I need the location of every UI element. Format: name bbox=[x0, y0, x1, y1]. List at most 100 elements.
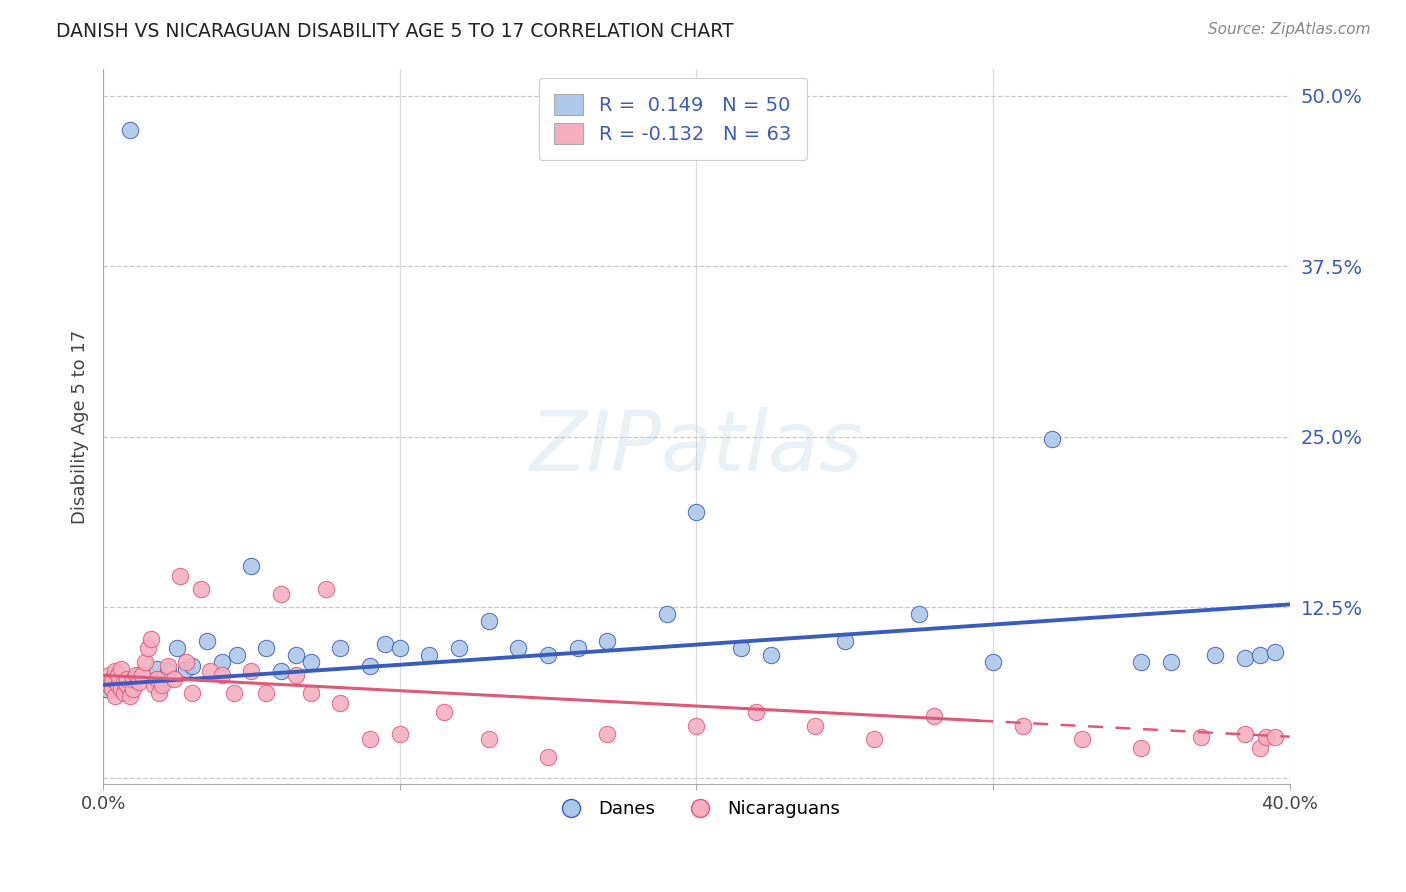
Point bbox=[134, 655, 156, 669]
Point bbox=[270, 665, 292, 679]
Point bbox=[1160, 655, 1182, 669]
Point bbox=[655, 607, 678, 621]
Point bbox=[1234, 727, 1257, 741]
Point bbox=[908, 607, 931, 621]
Point bbox=[152, 678, 174, 692]
Point bbox=[374, 637, 396, 651]
Point bbox=[145, 661, 167, 675]
Point bbox=[478, 614, 501, 628]
Text: Source: ZipAtlas.com: Source: ZipAtlas.com bbox=[1208, 22, 1371, 37]
Point bbox=[136, 641, 159, 656]
Point bbox=[254, 641, 277, 656]
Point bbox=[101, 675, 124, 690]
Point bbox=[449, 641, 471, 656]
Point bbox=[104, 689, 127, 703]
Point bbox=[107, 673, 129, 687]
Point bbox=[148, 686, 170, 700]
Point bbox=[190, 582, 212, 597]
Point bbox=[115, 673, 138, 687]
Text: DANISH VS NICARAGUAN DISABILITY AGE 5 TO 17 CORRELATION CHART: DANISH VS NICARAGUAN DISABILITY AGE 5 TO… bbox=[56, 22, 734, 41]
Point bbox=[94, 681, 117, 696]
Point bbox=[157, 658, 180, 673]
Point bbox=[418, 648, 440, 662]
Point bbox=[744, 705, 766, 719]
Point bbox=[922, 709, 945, 723]
Point bbox=[1071, 732, 1094, 747]
Point bbox=[1254, 730, 1277, 744]
Point bbox=[1249, 648, 1271, 662]
Point bbox=[329, 641, 352, 656]
Point bbox=[128, 675, 150, 690]
Point bbox=[169, 569, 191, 583]
Point bbox=[181, 686, 204, 700]
Point bbox=[112, 686, 135, 700]
Point bbox=[284, 668, 307, 682]
Point bbox=[1011, 719, 1033, 733]
Point bbox=[537, 750, 560, 764]
Point bbox=[478, 732, 501, 747]
Point bbox=[359, 732, 381, 747]
Point bbox=[98, 668, 121, 682]
Point bbox=[136, 668, 159, 682]
Point bbox=[125, 668, 148, 682]
Point bbox=[101, 673, 124, 687]
Point bbox=[1204, 648, 1226, 662]
Point bbox=[211, 655, 233, 669]
Point bbox=[174, 661, 197, 675]
Point bbox=[104, 681, 127, 696]
Point bbox=[225, 648, 247, 662]
Text: ZIPatlas: ZIPatlas bbox=[530, 408, 863, 489]
Y-axis label: Disability Age 5 to 17: Disability Age 5 to 17 bbox=[72, 329, 89, 524]
Point bbox=[1264, 730, 1286, 744]
Point bbox=[128, 668, 150, 682]
Point bbox=[139, 632, 162, 646]
Point bbox=[110, 678, 132, 692]
Point bbox=[388, 641, 411, 656]
Point bbox=[101, 681, 124, 696]
Point bbox=[166, 641, 188, 656]
Point bbox=[222, 686, 245, 700]
Point bbox=[174, 655, 197, 669]
Point bbox=[270, 586, 292, 600]
Point bbox=[1234, 650, 1257, 665]
Point bbox=[759, 648, 782, 662]
Point bbox=[131, 668, 153, 682]
Point bbox=[121, 673, 143, 687]
Point bbox=[195, 634, 218, 648]
Point bbox=[596, 727, 619, 741]
Point bbox=[157, 665, 180, 679]
Point bbox=[730, 641, 752, 656]
Point bbox=[433, 705, 456, 719]
Point bbox=[685, 505, 707, 519]
Point bbox=[1189, 730, 1212, 744]
Point bbox=[104, 665, 127, 679]
Point bbox=[981, 655, 1004, 669]
Point bbox=[240, 665, 263, 679]
Point bbox=[240, 559, 263, 574]
Point bbox=[804, 719, 827, 733]
Point bbox=[163, 673, 186, 687]
Point bbox=[388, 727, 411, 741]
Point bbox=[537, 648, 560, 662]
Point bbox=[118, 689, 141, 703]
Point bbox=[299, 655, 322, 669]
Point bbox=[94, 675, 117, 690]
Point bbox=[1130, 655, 1153, 669]
Point bbox=[110, 681, 132, 696]
Point bbox=[115, 675, 138, 690]
Point bbox=[118, 123, 141, 137]
Point bbox=[110, 661, 132, 675]
Point bbox=[329, 696, 352, 710]
Point bbox=[107, 678, 129, 692]
Point bbox=[198, 665, 221, 679]
Point bbox=[1130, 740, 1153, 755]
Point bbox=[152, 673, 174, 687]
Point bbox=[596, 634, 619, 648]
Point bbox=[1040, 433, 1063, 447]
Point bbox=[1249, 740, 1271, 755]
Point bbox=[299, 686, 322, 700]
Point bbox=[567, 641, 589, 656]
Legend: Danes, Nicaraguans: Danes, Nicaraguans bbox=[546, 793, 848, 825]
Point bbox=[359, 658, 381, 673]
Point bbox=[685, 719, 707, 733]
